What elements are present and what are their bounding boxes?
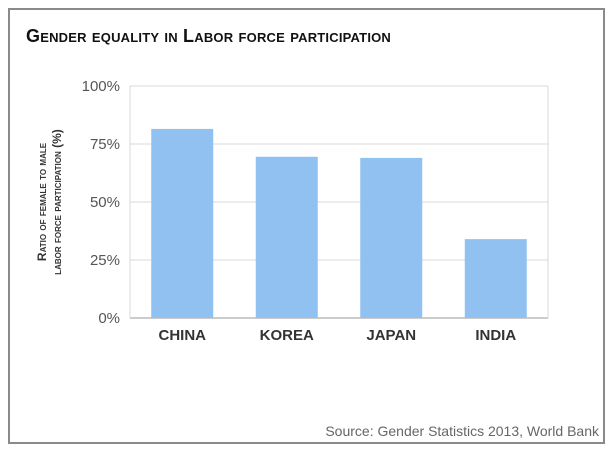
y-axis-label-line-1: Ratio of female to male	[35, 142, 49, 261]
y-tick-label: 0%	[98, 310, 120, 327]
y-tick-label: 100%	[82, 78, 120, 95]
y-tick-label: 75%	[90, 136, 120, 153]
x-axis-categories: CHINA KOREA JAPAN INDIA	[159, 327, 517, 344]
x-category-label: CHINA	[159, 327, 207, 344]
x-category-label: KOREA	[260, 327, 314, 344]
bars	[151, 128, 527, 318]
y-axis-label: Ratio of female to male labor force part…	[35, 129, 64, 275]
bar-india	[464, 239, 527, 318]
bar-japan	[360, 157, 423, 318]
y-axis-ticks: 0% 25% 50% 75% 100%	[82, 78, 120, 327]
x-category-label: JAPAN	[366, 327, 416, 344]
source-note: Source: Gender Statistics 2013, World Ba…	[325, 423, 599, 439]
bar-china	[151, 128, 214, 318]
x-category-label: INDIA	[475, 327, 516, 344]
y-tick-label: 50%	[90, 194, 120, 211]
y-axis-label-line-2: labor force participation (%)	[50, 129, 64, 275]
chart-title-text: Gender equality in Labor force participa…	[26, 26, 392, 46]
y-tick-label: 25%	[90, 252, 120, 269]
chart-title: Gender equality in Labor force participa…	[26, 26, 606, 47]
bar-korea	[255, 156, 318, 318]
